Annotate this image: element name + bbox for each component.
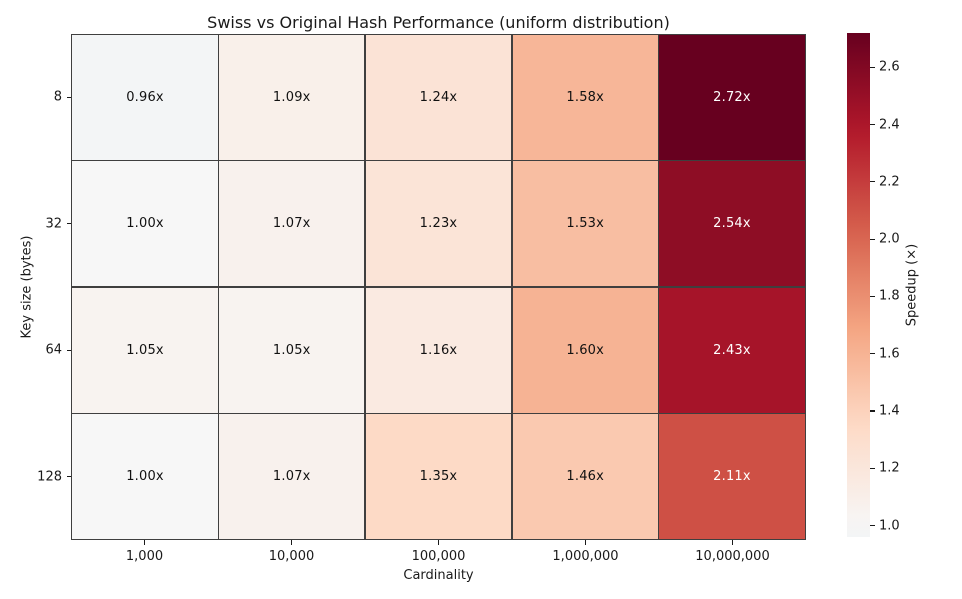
colorbar-tick-mark [870, 124, 875, 126]
heatmap-cell: 1.09x [219, 35, 365, 161]
colorbar-tick-mark [870, 467, 875, 469]
x-axis-label: Cardinality [403, 568, 474, 583]
x-tick-label: 1,000 [125, 549, 164, 564]
x-tick-mark [143, 540, 146, 545]
heatmap-cell: 1.16x [365, 287, 512, 413]
colorbar [847, 33, 870, 537]
heatmap-cell: 1.00x [72, 161, 218, 287]
y-tick-mark [66, 96, 71, 98]
heatmap-cell: 1.07x [219, 161, 365, 287]
heatmap-cell: 1.53x [512, 161, 658, 287]
heatmap-cell: 2.72x [659, 35, 805, 161]
colorbar-tick-label: 2.4 [879, 117, 900, 133]
heatmap-cell: 2.11x [659, 413, 805, 539]
colorbar-tick-label: 2.2 [879, 174, 900, 190]
heatmap-cell: 1.07x [219, 413, 365, 539]
colorbar-tick-mark [870, 66, 875, 68]
y-axis-label: Key size (bytes) [19, 235, 35, 339]
x-tick-label: 10,000,000 [695, 549, 770, 564]
colorbar-tick-label: 1.8 [879, 288, 900, 304]
heatmap-cell: 1.58x [512, 35, 658, 161]
colorbar-tick-label: 1.4 [879, 403, 900, 419]
heatmap-plot-area: 0.96x 1.09x 1.24x 1.58x 2.72x 1.00x 1.07x 1.23x… [71, 34, 806, 540]
y-tick-mark [66, 349, 71, 351]
heatmap-cell: 1.60x [512, 287, 658, 413]
colorbar-tick-label: 1.0 [879, 518, 900, 534]
chart-title: Swiss vs Original Hash Performance (unif… [207, 13, 670, 32]
heatmap-cell: 2.43x [659, 287, 805, 413]
x-tick-label: 10,000 [268, 549, 315, 564]
colorbar-tick-label: 1.6 [879, 346, 900, 362]
heatmap-cell: 1.00x [72, 413, 218, 539]
x-tick-mark [290, 540, 293, 545]
colorbar-tick-mark [870, 295, 875, 298]
colorbar-tick-label: 1.2 [879, 460, 900, 476]
y-tick-label: 128 [37, 469, 62, 485]
x-tick-mark [437, 540, 440, 545]
heatmap-cell: 2.54x [659, 161, 805, 287]
heatmap-cell: 1.46x [512, 413, 658, 539]
colorbar-tick-label: 2.0 [879, 231, 900, 247]
colorbar-tick-mark [870, 524, 875, 527]
y-tick-mark [66, 476, 71, 478]
heatmap-cell: 1.35x [365, 413, 512, 539]
y-tick-label: 64 [45, 342, 62, 358]
heatmap-cell: 1.23x [365, 161, 512, 287]
x-tick-label: 1,000,000 [552, 549, 619, 564]
colorbar-tick-mark [870, 410, 875, 412]
x-tick-mark [731, 540, 734, 545]
colorbar-tick-mark [870, 238, 875, 240]
colorbar-tick-mark [870, 181, 875, 183]
colorbar-tick-label: 2.6 [879, 59, 900, 75]
y-tick-label: 8 [53, 89, 62, 105]
heatmap-cell: 0.96x [72, 35, 218, 161]
colorbar-tick-mark [870, 353, 875, 355]
colorbar-axis-label: Speedup (×) [904, 243, 920, 327]
heatmap-cell: 1.24x [365, 35, 512, 161]
heatmap-cell: 1.05x [72, 287, 218, 413]
y-tick-mark [66, 223, 71, 225]
x-tick-label: 100,000 [411, 549, 466, 564]
y-tick-label: 32 [45, 216, 62, 232]
x-tick-mark [584, 540, 587, 545]
heatmap-cell: 1.05x [219, 287, 365, 413]
